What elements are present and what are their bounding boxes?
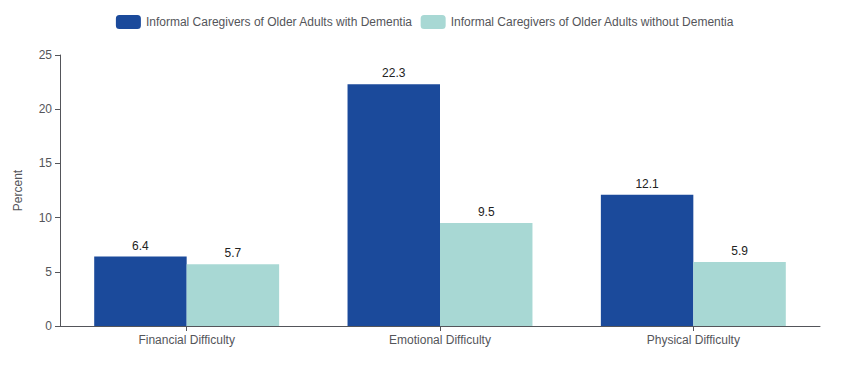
svg-text:12.1: 12.1 bbox=[635, 177, 659, 191]
svg-text:6.4: 6.4 bbox=[132, 239, 149, 253]
svg-text:9.5: 9.5 bbox=[478, 205, 495, 219]
svg-text:Physical Difficulty: Physical Difficulty bbox=[647, 333, 740, 347]
svg-text:25: 25 bbox=[39, 48, 53, 62]
svg-text:Emotional Difficulty: Emotional Difficulty bbox=[389, 333, 491, 347]
svg-text:22.3: 22.3 bbox=[382, 66, 406, 80]
svg-text:Informal Caregivers of Older A: Informal Caregivers of Older Adults with… bbox=[451, 15, 734, 29]
svg-text:Percent: Percent bbox=[11, 169, 25, 211]
svg-text:5.7: 5.7 bbox=[225, 246, 242, 260]
svg-text:5.9: 5.9 bbox=[731, 244, 748, 258]
svg-text:Informal Caregivers of Older A: Informal Caregivers of Older Adults with… bbox=[146, 15, 412, 29]
svg-text:10: 10 bbox=[39, 211, 53, 225]
svg-text:Financial Difficulty: Financial Difficulty bbox=[138, 333, 234, 347]
svg-text:5: 5 bbox=[45, 265, 52, 279]
svg-text:15: 15 bbox=[39, 156, 53, 170]
svg-text:20: 20 bbox=[39, 102, 53, 116]
svg-text:0: 0 bbox=[45, 319, 52, 333]
